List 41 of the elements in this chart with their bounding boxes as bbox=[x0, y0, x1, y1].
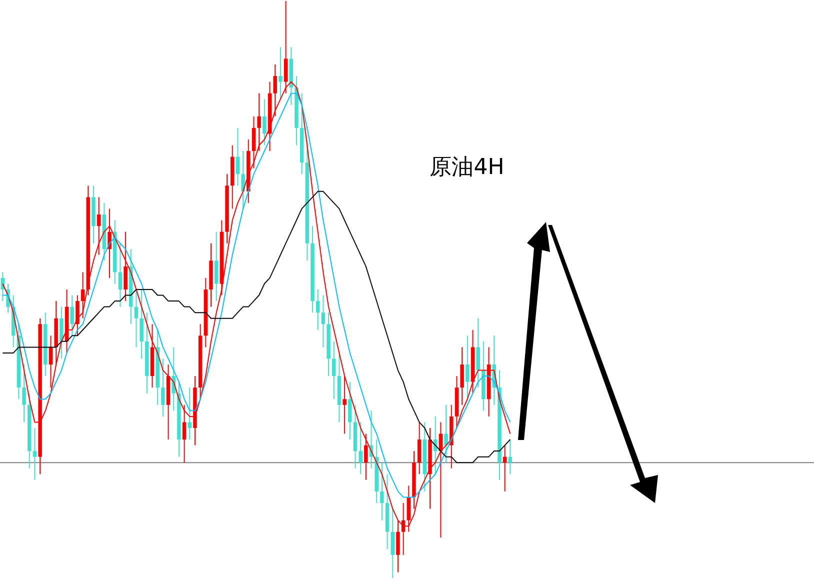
candlestick bbox=[358, 422, 362, 475]
candlestick bbox=[241, 150, 245, 210]
candlestick bbox=[182, 404, 186, 464]
candlestick bbox=[214, 231, 218, 302]
candlestick bbox=[262, 98, 266, 146]
candlestick bbox=[502, 444, 507, 492]
candlestick bbox=[134, 289, 138, 348]
candlestick bbox=[80, 272, 85, 319]
candlestick bbox=[257, 92, 261, 152]
candlestick bbox=[348, 381, 352, 440]
candlestick bbox=[508, 439, 512, 475]
candlestick bbox=[22, 364, 26, 423]
candlestick bbox=[96, 196, 101, 256]
candlestick bbox=[252, 116, 256, 169]
candlestick bbox=[172, 346, 176, 412]
candlestick bbox=[364, 433, 368, 480]
candlestick bbox=[236, 127, 240, 186]
candlestick bbox=[76, 294, 80, 336]
text: 原油4H bbox=[430, 155, 504, 180]
candlestick bbox=[332, 340, 336, 400]
candlestick bbox=[417, 422, 422, 475]
candlestick bbox=[118, 242, 122, 308]
candlestick bbox=[380, 462, 384, 521]
candlestick bbox=[321, 294, 326, 348]
candlestick bbox=[390, 508, 394, 578]
candlestick bbox=[60, 306, 64, 360]
candlestick bbox=[188, 387, 192, 440]
candlestick bbox=[108, 208, 112, 278]
candlestick bbox=[124, 231, 128, 302]
candlestick bbox=[140, 289, 144, 360]
candlestick bbox=[32, 427, 37, 480]
candlestick bbox=[466, 335, 470, 400]
candlestick bbox=[278, 46, 282, 100]
candlestick bbox=[460, 346, 464, 406]
candlestick bbox=[316, 289, 320, 330]
candlestick bbox=[48, 335, 53, 388]
candlestick bbox=[444, 404, 448, 464]
candlestick bbox=[70, 294, 74, 336]
candlestick bbox=[342, 376, 346, 434]
candlestick bbox=[161, 358, 165, 417]
candlestick bbox=[476, 318, 480, 388]
